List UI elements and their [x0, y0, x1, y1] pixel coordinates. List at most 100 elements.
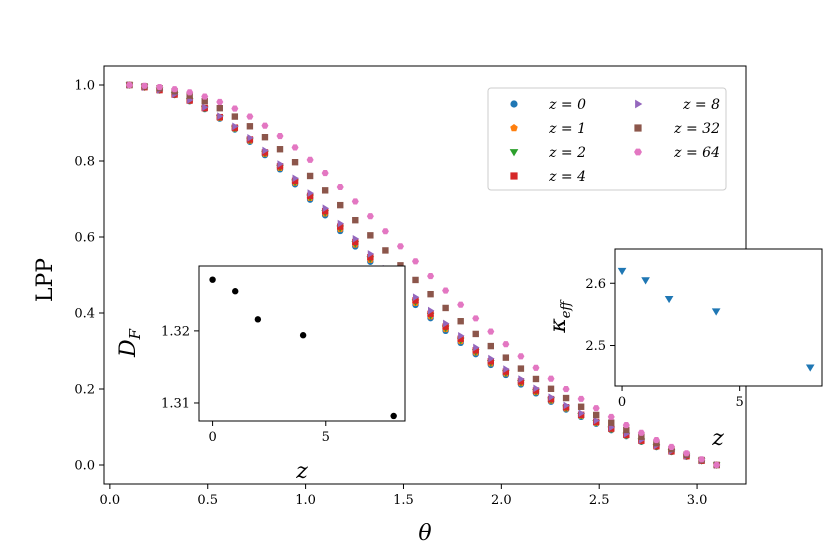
inset2-y-axis-label: κeff — [546, 299, 574, 334]
data-point — [502, 341, 510, 348]
data-point — [472, 315, 480, 322]
inset-x-tick-label: 5 — [736, 395, 744, 410]
main-y-tick-label: 0.2 — [74, 383, 95, 398]
inset1-y-label-main: D — [116, 339, 141, 358]
legend-box — [487, 87, 727, 191]
data-point — [562, 386, 570, 393]
data-point — [321, 187, 329, 194]
inset1-y-axis-label: DF — [116, 328, 144, 358]
main-x-tick-label: 2.5 — [589, 493, 610, 508]
data-point — [637, 429, 645, 436]
inset1-y-label-sub: F — [126, 328, 144, 340]
main-y-axis-label: LPP — [33, 258, 58, 302]
inset-x-tick-label: 5 — [322, 430, 330, 445]
data-point — [186, 89, 194, 96]
inset-x-tick-label: 0 — [208, 430, 216, 445]
legend-marker — [635, 99, 643, 109]
data-point — [322, 204, 330, 213]
data-point — [533, 384, 540, 393]
data-point — [487, 358, 494, 365]
data-point — [532, 375, 540, 383]
data-point — [352, 216, 359, 224]
data-point — [337, 201, 344, 209]
data-point — [698, 456, 706, 463]
data-point — [548, 393, 555, 402]
data-point — [306, 172, 314, 180]
main-x-tick-label: 3.0 — [687, 493, 708, 508]
data-point — [683, 450, 691, 457]
data-point — [488, 354, 495, 363]
data-point — [217, 112, 224, 120]
data-point — [472, 330, 479, 338]
data-point — [457, 301, 465, 308]
inset1-data-points — [209, 276, 397, 420]
legend-marker — [510, 172, 518, 180]
inset2-data-points — [617, 267, 815, 372]
inset2-frame — [614, 248, 823, 387]
inset-y-tick-label: 1.32 — [161, 324, 190, 339]
inset-data-point — [711, 308, 721, 316]
data-point — [623, 426, 630, 434]
inset-data-point — [209, 276, 216, 283]
inset-y-tick-label: 2.5 — [585, 339, 606, 354]
data-point — [607, 413, 615, 420]
legend-label: z = 0 — [548, 97, 586, 113]
data-point — [276, 146, 284, 153]
data-point — [171, 86, 179, 93]
legend-items: z = 0 z = 1 z = 2 z = 4 z = 8 z = 32 z = 64 — [509, 97, 720, 185]
data-point — [412, 276, 419, 284]
main-x-tick-label: 2.0 — [491, 493, 512, 508]
inset2-x-axis-label: z — [711, 426, 724, 451]
data-point — [367, 254, 374, 261]
data-point — [262, 146, 269, 155]
inset1-frame — [198, 265, 406, 422]
data-point — [186, 92, 193, 99]
data-point — [381, 228, 389, 235]
data-point — [306, 192, 314, 200]
legend: z = 0 z = 1 z = 2 z = 4 z = 8 z = 32 z = 64 — [487, 87, 727, 191]
main-y-tick-label: 1.0 — [74, 79, 95, 94]
data-point — [336, 183, 344, 191]
data-point — [231, 105, 239, 112]
legend-label: z = 8 — [682, 97, 720, 113]
data-point — [502, 368, 510, 375]
inset-data-point — [641, 277, 650, 285]
data-point — [472, 347, 479, 354]
legend-label: z = 64 — [673, 145, 720, 161]
legend-marker — [510, 100, 518, 108]
data-point — [562, 394, 570, 402]
data-point — [202, 103, 209, 112]
main-y-tick-label: 0.4 — [74, 307, 95, 322]
data-point — [261, 122, 269, 129]
data-point — [352, 238, 359, 246]
data-point — [232, 122, 239, 131]
data-point — [140, 82, 149, 89]
data-point — [412, 297, 419, 304]
data-point — [457, 318, 464, 325]
data-point — [351, 198, 359, 205]
main-y-tick-label: 0.8 — [74, 155, 95, 170]
data-point — [458, 331, 465, 340]
data-point — [337, 219, 345, 228]
data-point — [125, 81, 133, 89]
data-point — [713, 461, 721, 469]
data-point — [608, 419, 615, 426]
data-point — [382, 247, 389, 254]
data-point — [337, 223, 344, 230]
data-point — [547, 385, 555, 392]
data-point — [487, 342, 494, 350]
legend-label: z = 32 — [673, 121, 720, 137]
data-point — [563, 401, 570, 410]
data-point — [352, 234, 360, 243]
data-point — [473, 343, 480, 352]
data-point — [487, 328, 495, 335]
data-point — [592, 405, 600, 412]
legend-marker — [634, 148, 642, 156]
data-point — [396, 243, 404, 250]
data-point — [156, 84, 164, 91]
main-x-axis-label: θ — [418, 521, 431, 546]
main-x-tick-label: 1.5 — [393, 493, 414, 508]
data-point — [622, 422, 630, 429]
data-point — [411, 258, 420, 265]
